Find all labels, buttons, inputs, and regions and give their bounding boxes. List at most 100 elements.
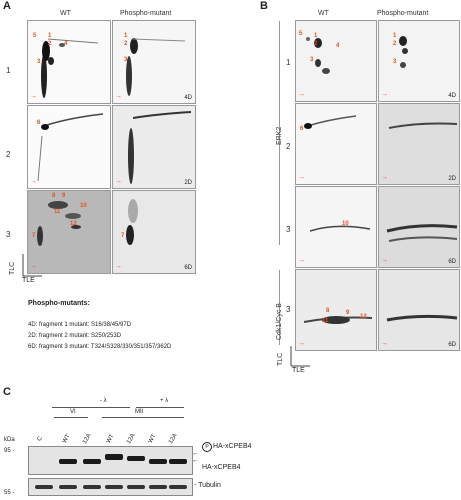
panel-b-row-4-label: 3 [286,305,291,314]
panel-b-axis-tlc: TLC [277,352,284,366]
panel-b-blot-wt-2: 6 → [295,103,377,185]
spot-label: 3 [310,57,314,63]
spot-label: 2 [124,41,128,47]
mutant-tag: 6D [184,265,192,271]
group-vi: VI [70,409,76,415]
group-line [54,417,88,418]
panel-b-blot-mut-2: → 2D [378,103,460,185]
spot-label: 5 [299,31,303,37]
spot-label: 6 [37,120,41,126]
marker-55: 55 - [4,490,15,496]
ha-arrow-icon: ← [192,457,199,464]
label-tubulin: - Tubulin [194,482,221,489]
panel-b-axes [290,346,310,367]
origin-arrow-icon: → [381,257,388,264]
origin-arrow-icon: → [30,93,37,100]
panel-b-label: B [260,0,268,12]
label-phospho-text: HA-xCPEB4 [213,443,252,450]
kda-label: kDa [4,437,15,443]
spot-label: 10 [342,221,349,227]
lane-label: C [36,435,44,443]
origin-arrow-icon: → [381,340,388,347]
panel-a-blot-mut-2: → 2D [112,105,196,189]
spot-label: 5 [33,33,37,39]
origin-arrow-icon: → [115,178,122,185]
spot-label: 1 [48,33,52,39]
erk2-bracket [279,21,280,245]
origin-arrow-icon: → [298,174,305,181]
spot-label: 2 [48,41,52,47]
kinase-erk2: ERK2 [276,126,283,145]
spot-label: 8 [326,308,330,314]
panel-a-blot-mut-1: 1 2 3 → 4D [112,20,196,104]
panel-b-blot-mut-4: → 6D [378,269,460,351]
spot-label: 12 [70,221,77,227]
mutant-tag: 6D [448,342,456,348]
lane-label: 12A [168,432,179,446]
origin-arrow-icon: → [30,178,37,185]
lane-label: WT [61,433,72,445]
origin-arrow-icon: → [298,91,305,98]
spot-label: 2 [393,41,397,47]
spot-label: 12 [360,314,367,320]
group-minus-lambda: - λ [100,398,107,404]
mutant-tag: 4D [184,95,192,101]
panel-b-blot-wt-3: 10 → [295,186,377,268]
group-plus-lambda: + λ [160,398,169,404]
origin-arrow-icon: → [381,174,388,181]
panel-a-axes [22,254,42,277]
label-tubulin-text: Tubulin [198,482,221,489]
western-blot-tubulin [28,478,193,496]
cdk-bracket [279,270,280,345]
spot-label: 3 [37,59,41,65]
mutant-tag: 4D [448,93,456,99]
spot-label: 1 [314,33,318,39]
phospho-arrow-icon: ← [192,450,199,457]
mutant-tag: 2D [184,180,192,186]
spot-label: 7 [32,233,36,239]
spot-label: 1 [124,33,128,39]
panel-b-row-2-label: 2 [286,142,291,151]
legend-line: 2D: fragment 2 mutant: S250/253D [28,333,122,339]
panel-b-blot-mut-3: → 6D [378,186,460,268]
mutant-tag: 6D [448,259,456,265]
spot-label: 8 [52,193,56,199]
spot-label: 9 [346,310,350,316]
spot-label: 9 [62,193,66,199]
panel-a-col-mut: Phospho-mutant [120,10,172,17]
spot-label: 4 [336,43,340,49]
lane-label: WT [147,433,158,445]
group-line [136,407,184,408]
origin-arrow-icon: → [115,263,122,270]
panel-b-axis-tle: TLE [292,367,305,374]
origin-arrow-icon: → [298,340,305,347]
spot-label: 7 [121,233,125,239]
panel-b-blot-mut-1: 1 2 3 → 4D [378,20,460,102]
panel-a-label: A [3,0,11,12]
panel-a-row-3-label: 3 [6,230,11,239]
panel-a-blot-wt-2: 6 → [27,105,111,189]
label-phospho-xcpeb4: P HA-xCPEB4 [202,442,252,452]
panel-a-blot-wt-1: 5 1 2 4 3 → [27,20,111,104]
label-ha-xcpeb4: HA-xCPEB4 [202,464,241,471]
panel-a-blot-mut-3: 7 → 6D [112,190,196,274]
legend-line: 4D: fragment 1 mutant: S16/38/45/97D [28,322,132,328]
panel-b-col-mut: Phospho-mutant [377,10,429,17]
lane-label: 12A [126,432,137,446]
spot-label: 3 [393,59,397,65]
spot-label: 10 [80,203,87,209]
spot-label: 4 [64,41,68,47]
group-line [52,407,130,408]
mutant-tag: 2D [448,176,456,182]
legend-line: 6D: fragment 3 mutant: T324/S328/330/351… [28,344,172,350]
spot-label: 11 [54,209,61,215]
panel-b-col-wt: WT [318,10,329,17]
panel-c-label: C [3,386,11,398]
spot-label: 3 [124,57,128,63]
origin-arrow-icon: → [115,93,122,100]
origin-arrow-icon: → [298,257,305,264]
origin-arrow-icon: → [381,91,388,98]
legend-title: Phospho-mutants: [28,300,90,307]
spot-label: 2 [314,41,318,47]
spot-label: 11 [322,318,329,324]
